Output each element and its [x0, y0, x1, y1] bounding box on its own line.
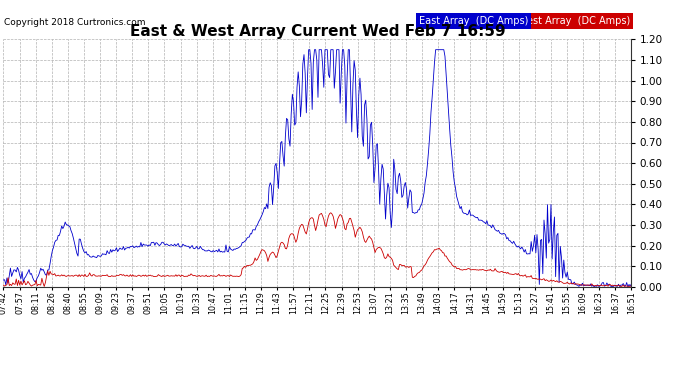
Title: East & West Array Current Wed Feb 7 16:59: East & West Array Current Wed Feb 7 16:5…: [130, 24, 505, 39]
Text: Copyright 2018 Curtronics.com: Copyright 2018 Curtronics.com: [4, 18, 146, 27]
Text: East Array  (DC Amps): East Array (DC Amps): [419, 16, 529, 26]
Text: West Array  (DC Amps): West Array (DC Amps): [518, 16, 630, 26]
